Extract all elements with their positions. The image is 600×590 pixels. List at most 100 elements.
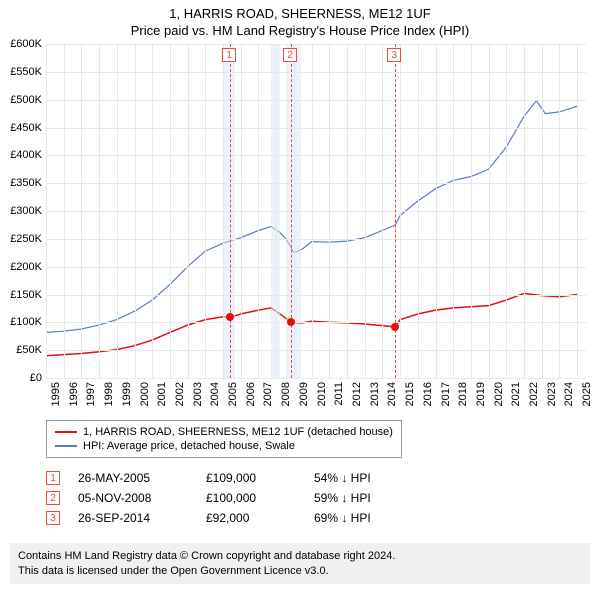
grid-v <box>365 44 366 378</box>
grid-h <box>46 183 586 184</box>
legend-row: 1, HARRIS ROAD, SHEERNESS, ME12 1UF (det… <box>55 425 393 439</box>
grid-v <box>205 44 206 378</box>
marker-box-1: 1 <box>222 48 236 62</box>
x-axis-label: 2011 <box>333 382 345 406</box>
event-hpi-delta: 69% ↓ HPI <box>314 511 371 525</box>
event-row: 3 26-SEP-2014 £92,000 69% ↓ HPI <box>46 508 371 528</box>
event-marker-box: 2 <box>46 491 60 505</box>
grid-h <box>46 128 586 129</box>
x-axis-label: 2021 <box>510 382 522 406</box>
grid-v <box>46 44 47 378</box>
x-axis-label: 2014 <box>386 382 398 406</box>
grid-h <box>46 322 586 323</box>
legend-swatch <box>55 445 77 447</box>
x-axis-label: 1997 <box>85 382 97 406</box>
y-axis-label: £550K <box>10 66 46 78</box>
grid-v <box>117 44 118 378</box>
event-table: 126-MAY-2005£109,00054% ↓ HPI205-NOV-200… <box>46 468 371 528</box>
grid-h <box>46 378 586 379</box>
x-axis-label: 2009 <box>298 382 310 406</box>
y-axis-label: £50K <box>16 344 46 356</box>
event-row: 126-MAY-2005£109,00054% ↓ HPI <box>46 468 371 488</box>
marker-line-2 <box>291 44 292 378</box>
grid-h <box>46 295 586 296</box>
y-axis-label: £200K <box>10 261 46 273</box>
x-axis-label: 2001 <box>156 382 168 406</box>
grid-v <box>99 44 100 378</box>
legend-label: 1, HARRIS ROAD, SHEERNESS, ME12 1UF (det… <box>83 426 393 438</box>
x-axis-label: 2004 <box>209 382 221 406</box>
legend-swatch <box>55 431 77 433</box>
x-axis-label: 2013 <box>369 382 381 406</box>
grid-h <box>46 100 586 101</box>
chart-band <box>286 44 301 378</box>
x-axis-label: 1995 <box>50 382 62 406</box>
grid-v <box>312 44 313 378</box>
x-axis-label: 2023 <box>546 382 558 406</box>
event-price: £109,000 <box>206 471 296 485</box>
grid-v <box>559 44 560 378</box>
legend: 1, HARRIS ROAD, SHEERNESS, ME12 1UF (det… <box>46 420 402 458</box>
event-row: 205-NOV-2008£100,00059% ↓ HPI <box>46 488 371 508</box>
grid-v <box>152 44 153 378</box>
event-price: £100,000 <box>206 491 296 505</box>
x-axis-label: 2003 <box>192 382 204 406</box>
grid-v <box>64 44 65 378</box>
grid-h <box>46 239 586 240</box>
grid-v <box>489 44 490 378</box>
grid-h <box>46 155 586 156</box>
x-axis-label: 2010 <box>316 382 328 406</box>
legend-label: HPI: Average price, detached house, Swal… <box>83 440 295 452</box>
grid-v <box>577 44 578 378</box>
event-marker-box: 3 <box>46 511 60 525</box>
grid-h <box>46 211 586 212</box>
attribution-line1: Contains HM Land Registry data © Crown c… <box>18 549 582 563</box>
grid-v <box>241 44 242 378</box>
x-axis-label: 2007 <box>262 382 274 406</box>
marker-box-3: 3 <box>387 48 401 62</box>
marker-dot-2 <box>287 318 295 326</box>
marker-line-1 <box>230 44 231 378</box>
grid-v <box>418 44 419 378</box>
grid-v <box>542 44 543 378</box>
event-date: 26-SEP-2014 <box>78 511 188 525</box>
y-axis-label: £500K <box>10 94 46 106</box>
grid-v <box>81 44 82 378</box>
y-axis-label: £250K <box>10 233 46 245</box>
grid-v <box>258 44 259 378</box>
grid-v <box>382 44 383 378</box>
x-axis-label: 1998 <box>103 382 115 406</box>
grid-v <box>188 44 189 378</box>
x-axis-label: 2016 <box>422 382 434 406</box>
grid-h <box>46 350 586 351</box>
x-axis-label: 1999 <box>121 382 133 406</box>
x-axis-label: 2006 <box>245 382 257 406</box>
x-axis-label: 2000 <box>139 382 151 406</box>
attribution-line2: This data is licensed under the Open Gov… <box>18 564 582 578</box>
x-axis-label: 2015 <box>404 382 416 406</box>
event-date: 26-MAY-2005 <box>78 471 188 485</box>
event-price: £92,000 <box>206 511 296 525</box>
price-chart: £0£50K£100K£150K£200K£250K£300K£350K£400… <box>46 44 586 378</box>
marker-dot-3 <box>391 323 399 331</box>
event-hpi-delta: 59% ↓ HPI <box>314 491 371 505</box>
x-axis-label: 2022 <box>528 382 540 406</box>
grid-h <box>46 44 586 45</box>
x-axis-label: 2019 <box>475 382 487 406</box>
marker-dot-1 <box>226 313 234 321</box>
x-axis-label: 2002 <box>174 382 186 406</box>
event-marker-box: 1 <box>46 471 60 485</box>
x-axis-label: 2005 <box>227 382 239 406</box>
grid-v <box>524 44 525 378</box>
x-axis-label: 2012 <box>351 382 363 406</box>
grid-h <box>46 267 586 268</box>
grid-v <box>471 44 472 378</box>
y-axis-label: £350K <box>10 177 46 189</box>
grid-v <box>436 44 437 378</box>
y-axis-label: £150K <box>10 289 46 301</box>
grid-v <box>400 44 401 378</box>
y-axis-label: £0 <box>30 372 46 384</box>
grid-v <box>506 44 507 378</box>
y-axis-label: £100K <box>10 316 46 328</box>
x-axis-label: 1996 <box>68 382 80 406</box>
